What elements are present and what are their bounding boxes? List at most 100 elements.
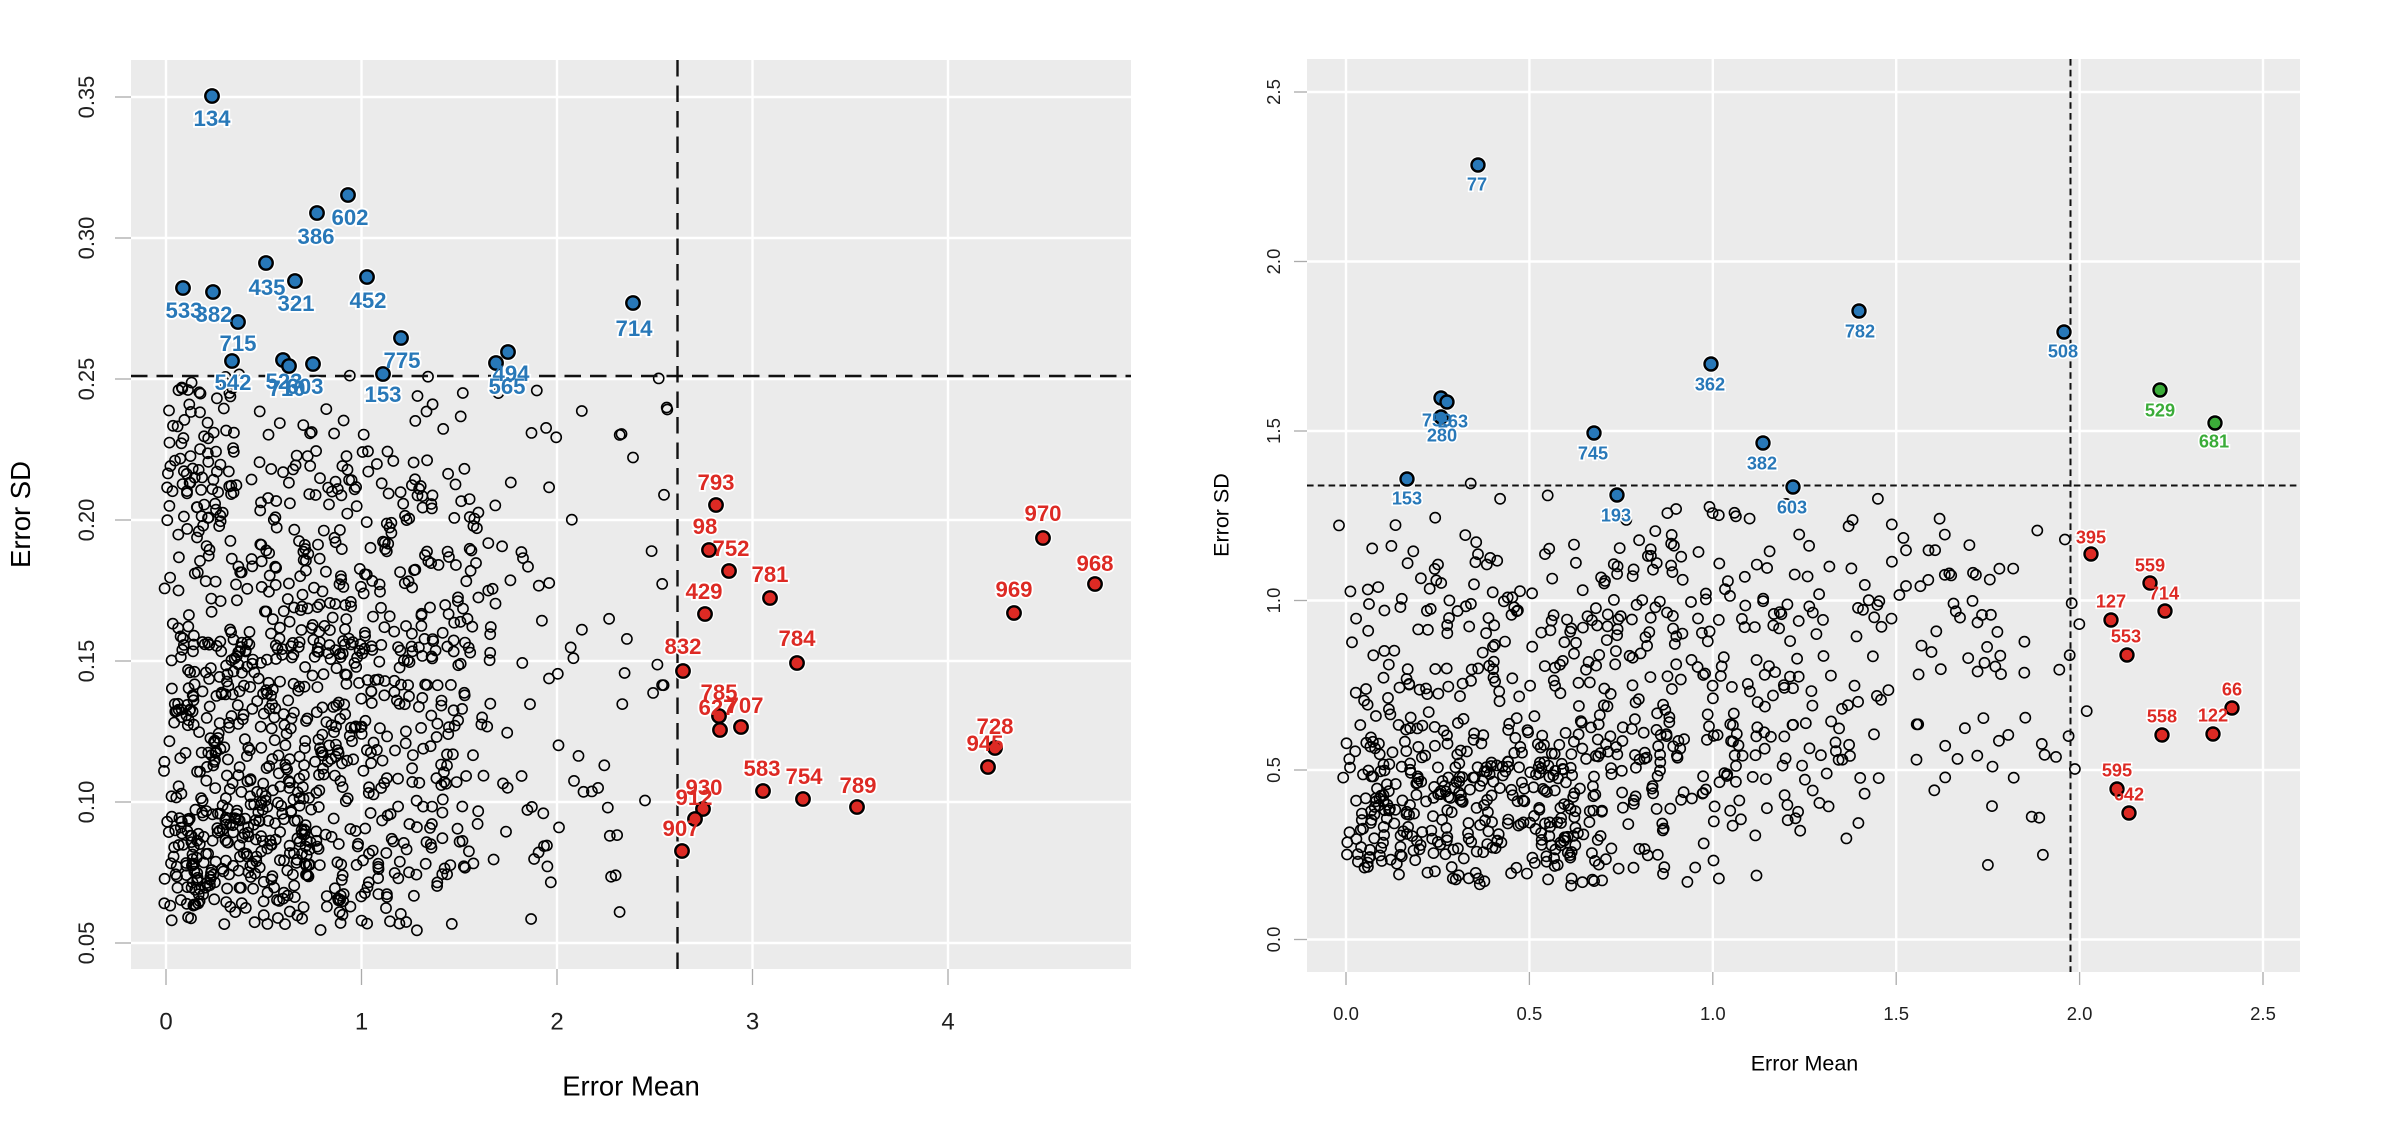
svg-text:435: 435 (248, 275, 285, 300)
svg-text:559: 559 (2135, 555, 2165, 575)
svg-text:602: 602 (331, 205, 368, 230)
svg-text:77: 77 (1467, 174, 1487, 194)
svg-text:775: 775 (383, 348, 420, 373)
svg-text:715: 715 (219, 331, 256, 356)
svg-text:4: 4 (941, 1009, 954, 1036)
svg-text:970: 970 (1024, 501, 1061, 526)
svg-text:0.35: 0.35 (74, 76, 99, 119)
svg-text:321: 321 (277, 291, 314, 316)
svg-text:0.25: 0.25 (74, 358, 99, 401)
svg-text:263: 263 (1438, 411, 1468, 431)
svg-text:930: 930 (685, 775, 722, 800)
svg-text:681: 681 (2199, 431, 2229, 451)
svg-text:0.5: 0.5 (1517, 1003, 1543, 1024)
svg-text:728: 728 (976, 714, 1013, 739)
svg-text:789: 789 (839, 773, 876, 798)
svg-text:728: 728 (976, 714, 1013, 739)
svg-text:362: 362 (1695, 374, 1725, 394)
svg-text:386: 386 (297, 224, 334, 249)
svg-text:754: 754 (785, 764, 823, 789)
svg-text:153: 153 (364, 382, 401, 407)
svg-text:122: 122 (2198, 705, 2228, 725)
svg-text:153: 153 (364, 382, 401, 407)
svg-text:0.10: 0.10 (74, 781, 99, 824)
svg-text:508: 508 (2048, 341, 2078, 361)
svg-text:707: 707 (726, 693, 763, 718)
svg-text:127: 127 (2096, 591, 2126, 611)
svg-text:969: 969 (995, 577, 1032, 602)
svg-text:793: 793 (697, 470, 734, 495)
svg-text:395: 395 (2076, 527, 2106, 547)
svg-text:127: 127 (2096, 591, 2126, 611)
svg-text:395: 395 (2076, 527, 2106, 547)
svg-text:627: 627 (698, 695, 735, 720)
svg-text:553: 553 (2111, 626, 2141, 646)
svg-text:193: 193 (1601, 505, 1631, 525)
svg-text:745: 745 (1578, 443, 1608, 463)
svg-text:785: 785 (700, 680, 737, 705)
svg-text:907: 907 (662, 816, 699, 841)
svg-text:583: 583 (743, 756, 780, 781)
svg-text:969: 969 (995, 577, 1032, 602)
svg-text:595: 595 (2102, 760, 2132, 780)
svg-text:912: 912 (675, 785, 712, 810)
svg-text:782: 782 (1845, 321, 1875, 341)
svg-text:Error SD: Error SD (5, 461, 36, 568)
svg-text:452: 452 (349, 288, 386, 313)
svg-text:321: 321 (277, 291, 314, 316)
svg-text:0.5: 0.5 (1263, 757, 1284, 783)
svg-text:968: 968 (1076, 551, 1113, 576)
svg-text:2.5: 2.5 (2250, 1003, 2276, 1024)
svg-text:429: 429 (685, 579, 722, 604)
svg-text:0.30: 0.30 (74, 217, 99, 260)
svg-text:0.15: 0.15 (74, 640, 99, 683)
svg-text:603: 603 (1777, 497, 1807, 517)
svg-text:784: 784 (778, 626, 816, 651)
svg-text:2: 2 (550, 1009, 563, 1036)
svg-text:1.0: 1.0 (1263, 588, 1284, 614)
svg-text:429: 429 (685, 579, 722, 604)
svg-text:603: 603 (286, 374, 323, 399)
svg-text:793: 793 (697, 470, 734, 495)
svg-text:715: 715 (219, 331, 256, 356)
svg-text:Error Mean: Error Mean (562, 1071, 700, 1102)
svg-text:968: 968 (1076, 551, 1113, 576)
svg-text:77: 77 (1467, 174, 1487, 194)
svg-text:0.0: 0.0 (1333, 1003, 1359, 1024)
svg-text:508: 508 (2048, 341, 2078, 361)
svg-text:970: 970 (1024, 501, 1061, 526)
svg-text:134: 134 (193, 106, 231, 131)
svg-text:0.05: 0.05 (74, 922, 99, 965)
svg-text:66: 66 (2222, 679, 2242, 699)
svg-text:382: 382 (195, 302, 232, 327)
svg-text:912: 912 (675, 785, 712, 810)
svg-text:0.0: 0.0 (1263, 927, 1284, 953)
svg-text:523: 523 (265, 369, 302, 394)
svg-text:681: 681 (2199, 431, 2229, 451)
svg-text:1.0: 1.0 (1700, 1003, 1726, 1024)
svg-text:542: 542 (214, 370, 251, 395)
svg-text:362: 362 (1695, 374, 1725, 394)
svg-text:745: 745 (1578, 443, 1608, 463)
svg-text:494: 494 (492, 361, 530, 386)
svg-text:707: 707 (726, 693, 763, 718)
svg-text:565: 565 (488, 374, 525, 399)
svg-text:280: 280 (1427, 425, 1457, 445)
svg-text:122: 122 (2198, 705, 2228, 725)
svg-text:710: 710 (268, 376, 305, 401)
svg-text:382: 382 (1747, 453, 1777, 473)
svg-text:642: 642 (2114, 784, 2144, 804)
svg-text:382: 382 (195, 302, 232, 327)
svg-text:2.0: 2.0 (2067, 1003, 2093, 1024)
svg-text:558: 558 (2147, 706, 2177, 726)
svg-text:382: 382 (1747, 453, 1777, 473)
svg-text:Error SD: Error SD (1210, 473, 1234, 557)
svg-text:98: 98 (693, 514, 718, 539)
svg-text:754: 754 (785, 764, 823, 789)
svg-text:553: 553 (2111, 626, 2141, 646)
svg-text:1: 1 (355, 1009, 368, 1036)
svg-text:280: 280 (1427, 425, 1457, 445)
svg-text:781: 781 (751, 562, 788, 587)
svg-text:752: 752 (712, 536, 749, 561)
svg-text:533: 533 (165, 298, 202, 323)
